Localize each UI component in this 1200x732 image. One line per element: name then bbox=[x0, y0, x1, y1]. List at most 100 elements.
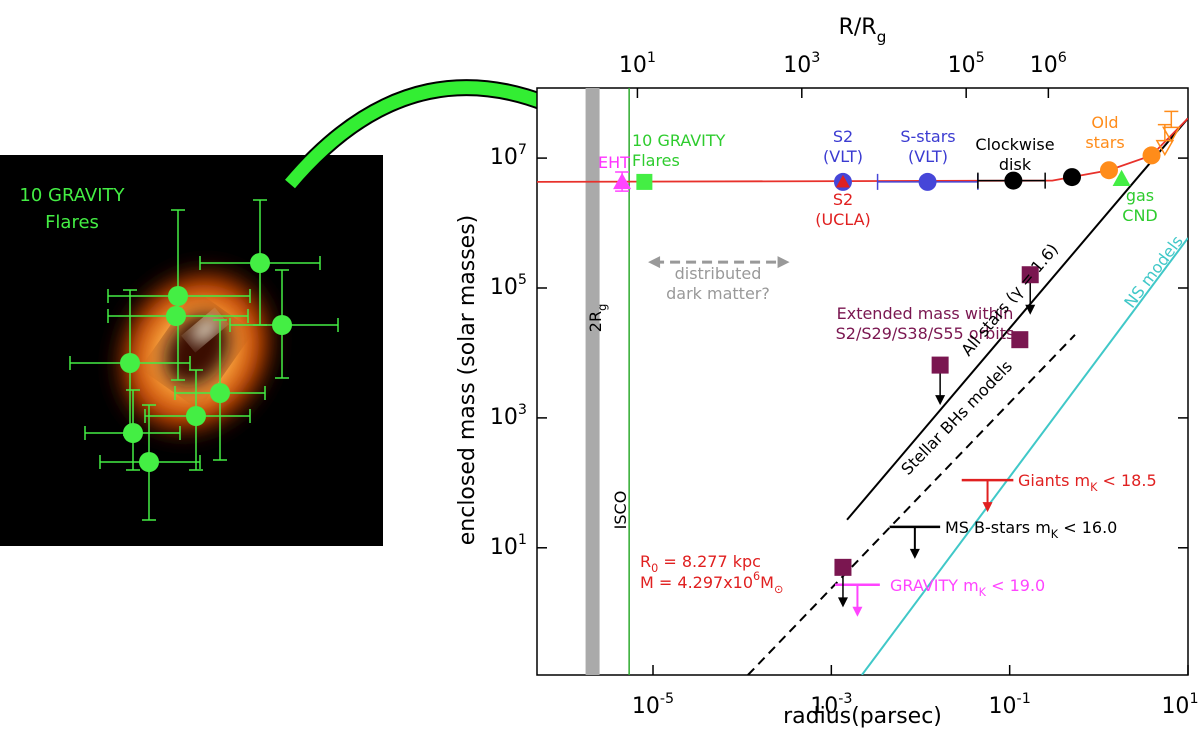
range-arrow-head bbox=[777, 256, 790, 269]
annotation: 10 GRAVITY bbox=[632, 131, 726, 150]
point bbox=[1004, 171, 1023, 190]
tick-base: 10 bbox=[490, 535, 518, 560]
text-run: Flares bbox=[632, 151, 680, 170]
inset-hotspot bbox=[190, 316, 220, 344]
tick-exponent: 5 bbox=[976, 50, 985, 66]
annotation: distributed bbox=[675, 264, 762, 283]
tick-exponent: 3 bbox=[518, 402, 527, 418]
text-run: Clockwise bbox=[975, 135, 1054, 154]
annotation: CND bbox=[1122, 206, 1157, 225]
text-run: S2/S29/S38/S55 orbits bbox=[836, 324, 1015, 343]
tick-exponent: 5 bbox=[518, 272, 527, 288]
tick-base: 10 bbox=[810, 694, 838, 719]
x2-axis-label: R/Rg bbox=[839, 15, 887, 46]
text-run: Giants m bbox=[1018, 471, 1090, 490]
text-run: = 8.277 kpc bbox=[658, 552, 761, 571]
annotation: (UCLA) bbox=[815, 210, 871, 229]
text-run: < 19.0 bbox=[986, 576, 1045, 595]
point bbox=[834, 558, 852, 576]
point bbox=[1062, 168, 1081, 187]
inset-label: 10 GRAVITY bbox=[19, 185, 125, 206]
text-run: disk bbox=[999, 155, 1032, 174]
text-run: Old bbox=[1091, 113, 1118, 132]
inset: 10 GRAVITY Flares bbox=[0, 155, 383, 546]
tick-exponent: 6 bbox=[1058, 50, 1067, 66]
tick-label: 10-3 bbox=[810, 691, 852, 719]
tick-base: 10 bbox=[783, 53, 811, 78]
tick-base: 10 bbox=[490, 145, 518, 170]
model-line bbox=[846, 117, 1188, 521]
subscript: g bbox=[596, 304, 609, 311]
text-run: (VLT) bbox=[908, 147, 948, 166]
point bbox=[1112, 169, 1131, 186]
text-run: GRAVITY m bbox=[890, 576, 979, 595]
tick-base: 10 bbox=[619, 53, 647, 78]
text-run: (VLT) bbox=[823, 147, 863, 166]
subscript: K bbox=[1051, 528, 1059, 541]
point bbox=[636, 173, 653, 190]
subscript: K bbox=[1090, 481, 1098, 494]
text-run: gas bbox=[1126, 186, 1154, 205]
text-run: Extended mass within bbox=[837, 304, 1014, 323]
tick-exponent: 7 bbox=[518, 142, 527, 158]
annotation: S2 bbox=[833, 190, 853, 209]
annotation: M = 4.297x106M⊙ bbox=[640, 570, 783, 596]
tick-exponent: -1 bbox=[1017, 691, 1031, 707]
point bbox=[918, 172, 937, 191]
annotation: 2Rg bbox=[586, 304, 609, 332]
point bbox=[1011, 331, 1029, 349]
annotation: GRAVITY mK < 19.0 bbox=[890, 576, 1045, 599]
text-run: S2 bbox=[833, 127, 853, 146]
tick-base: 10 bbox=[1161, 694, 1189, 719]
annotation: EHT bbox=[598, 153, 630, 172]
annotation: S-stars bbox=[900, 127, 955, 146]
text-run: < 16.0 bbox=[1058, 518, 1117, 537]
text-run: S-stars bbox=[900, 127, 955, 146]
tick-label: 101 bbox=[619, 50, 656, 78]
text-run: R bbox=[640, 552, 651, 571]
tick-exponent: 1 bbox=[518, 532, 527, 548]
tick-base: 10 bbox=[490, 405, 518, 430]
tick-label: 101 bbox=[490, 532, 527, 560]
text-run: ISCO bbox=[611, 491, 630, 530]
text-run: distributed bbox=[675, 264, 762, 283]
point bbox=[613, 172, 632, 190]
text-run: EHT bbox=[598, 153, 630, 172]
text-run: dark matter? bbox=[666, 284, 770, 303]
point bbox=[931, 356, 949, 374]
tick-base: 10 bbox=[490, 275, 518, 300]
subscript: 0 bbox=[651, 562, 658, 575]
limit-arrow-head bbox=[837, 597, 848, 608]
limit-arrow-head bbox=[1025, 304, 1036, 315]
point bbox=[1021, 266, 1039, 284]
text-run: M = 4.297x10 bbox=[640, 573, 753, 592]
subscript: g bbox=[877, 28, 887, 46]
tick-exponent: 3 bbox=[811, 50, 820, 66]
range-arrow-head bbox=[648, 256, 661, 269]
text-run: < 18.5 bbox=[1097, 471, 1156, 490]
tick-label: 105 bbox=[948, 50, 985, 78]
annotation: stars bbox=[1085, 133, 1124, 152]
limit-arrow-head bbox=[982, 502, 993, 513]
tick-label: 103 bbox=[783, 50, 820, 78]
text-run: S2 bbox=[833, 190, 853, 209]
annotation: Giants mK < 18.5 bbox=[1018, 471, 1157, 494]
annotation: Clockwise bbox=[975, 135, 1054, 154]
plot-frame bbox=[536, 87, 1189, 676]
tick-exponent: -5 bbox=[660, 691, 674, 707]
tick-exponent: -3 bbox=[838, 691, 852, 707]
tick-exponent: 1 bbox=[647, 50, 656, 66]
point bbox=[835, 174, 850, 188]
tick-label: 10-1 bbox=[989, 691, 1031, 719]
tick-label: 107 bbox=[490, 142, 527, 170]
text-run: 2R bbox=[586, 311, 605, 332]
superscript: 6 bbox=[753, 570, 760, 583]
annotation: ISCO bbox=[611, 491, 630, 530]
y-axis-label: enclosed mass (solar masses) bbox=[455, 215, 480, 545]
text-run: MS B-stars m bbox=[945, 518, 1051, 537]
text-run: M bbox=[760, 573, 774, 592]
annotation: Flares bbox=[632, 151, 680, 170]
tick-base: 10 bbox=[948, 53, 976, 78]
tick-exponent: 1 bbox=[1189, 691, 1198, 707]
